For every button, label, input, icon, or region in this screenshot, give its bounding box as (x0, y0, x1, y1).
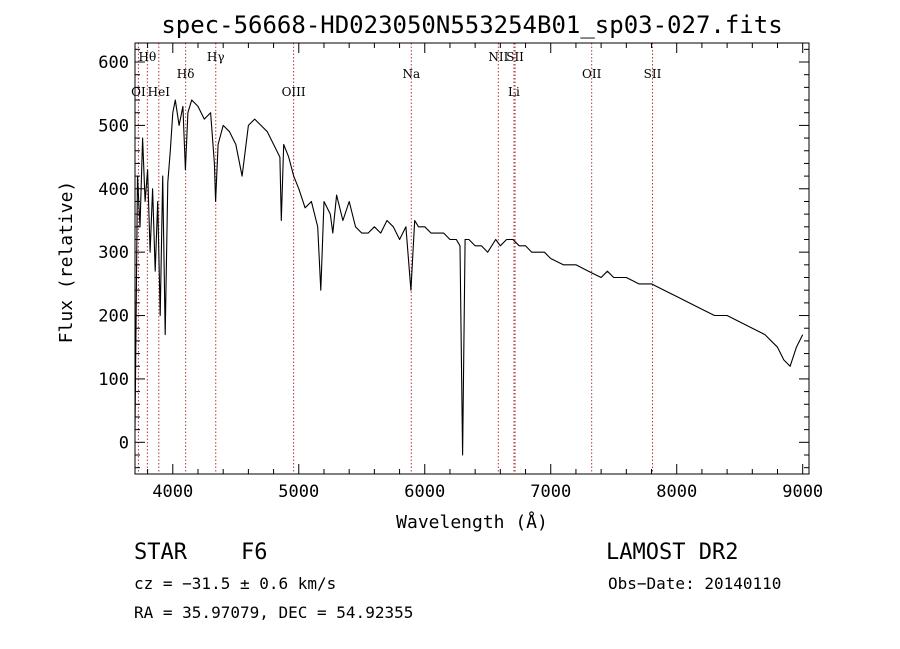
x-tick-label: 4000 (152, 482, 193, 502)
survey-name: LAMOST DR2 (606, 540, 739, 565)
x-axis-label: Wavelength (Å) (396, 511, 548, 533)
spectral-line-label: OIII (282, 85, 306, 99)
x-tick-label: 6000 (404, 482, 445, 502)
spectrum-line (134, 99, 804, 456)
object-subclass: F6 (241, 540, 268, 565)
spectral-line-label: NII (488, 50, 508, 64)
spectral-line-label: Na (402, 67, 420, 81)
ra-dec-coordinates: RA = 35.97079, DEC = 54.92355 (134, 603, 414, 622)
spectrum-chart: spec-56668-HD023050N553254B01_sp03-027.f… (56, 11, 823, 533)
x-tick-label: 7000 (530, 482, 571, 502)
y-tick-label: 100 (98, 370, 129, 390)
spectral-line-label: Hθ (138, 50, 156, 64)
y-tick-label: 300 (98, 243, 129, 263)
object-type: STAR (134, 540, 187, 565)
observation-date: Obs−Date: 20140110 (608, 574, 782, 593)
spectral-line-label: Li (508, 85, 520, 99)
plot-frame (134, 42, 810, 475)
x-tick-label: 5000 (278, 482, 319, 502)
spectral-line-label: HeI (148, 85, 171, 99)
spectral-line-label: OII (582, 67, 602, 81)
spectral-line-label: SII (644, 67, 662, 81)
redshift-cz: cz = −31.5 ± 0.6 km/s (134, 574, 337, 593)
axes-layer: 4000 5000 6000 7000 8000 9000 0 100 200 300 400 500… (98, 42, 823, 502)
x-tick-label: 9000 (782, 482, 823, 502)
chart-title: spec-56668-HD023050N553254B01_sp03-027.f… (161, 11, 782, 39)
y-tick-label: 0 (119, 433, 129, 453)
y-axis-label: Flux (relative) (56, 181, 77, 344)
x-tick-label: 8000 (656, 482, 697, 502)
y-tick-label: 400 (98, 180, 129, 200)
spectral-line-label: SII (506, 50, 524, 64)
y-tick-label: 600 (98, 53, 129, 73)
y-tick-label: 200 (98, 307, 129, 327)
y-tick-label: 500 (98, 116, 129, 136)
series-layer (134, 99, 804, 456)
spectral-line-label: Hδ (177, 67, 195, 81)
spectral-line-label: Hγ (207, 50, 225, 64)
